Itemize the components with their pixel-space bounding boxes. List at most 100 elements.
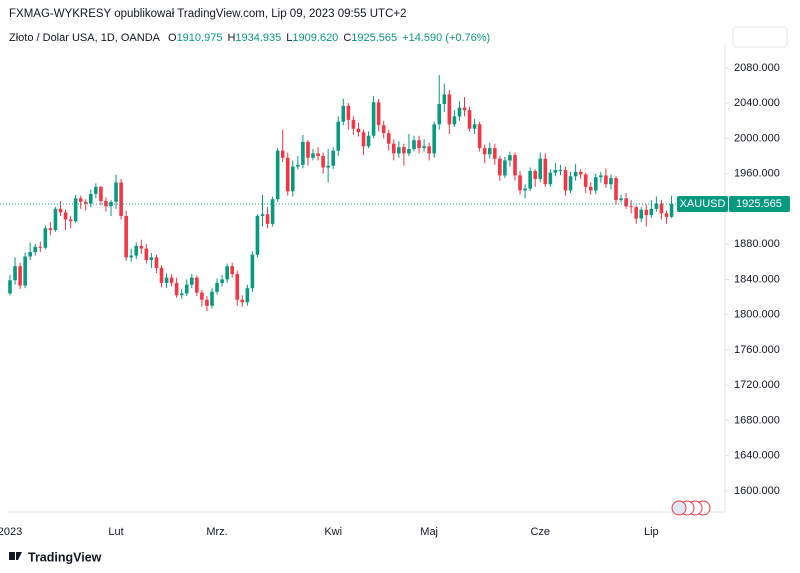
candle-body (508, 155, 512, 161)
candle-body (462, 107, 467, 111)
candle-body (119, 182, 123, 216)
candle-body (53, 208, 58, 231)
candle-body (73, 198, 78, 222)
candle-body (578, 171, 583, 175)
candle-body (225, 266, 229, 280)
candle-body (649, 208, 654, 216)
candle-body (346, 105, 351, 120)
candle-body (68, 219, 73, 222)
flag-icon (671, 500, 687, 516)
candle-body (558, 170, 563, 172)
candle-body (442, 94, 447, 105)
candle-body (58, 208, 63, 213)
candles (8, 74, 674, 312)
candle-body (311, 153, 315, 158)
price-tag (729, 195, 790, 212)
candle-body (639, 209, 644, 219)
candle-body (553, 170, 558, 173)
candle-body (215, 282, 219, 292)
candle-body (23, 256, 27, 286)
candle-body (250, 254, 255, 289)
candle-body (452, 116, 457, 125)
x-tick-label: Lip (644, 526, 659, 538)
candle-body (139, 245, 144, 249)
candle-body (164, 277, 169, 283)
y-tick-label: 1760.000 (734, 344, 780, 356)
candle-body (432, 124, 436, 154)
candle-body (523, 188, 527, 191)
candle-body (417, 140, 421, 149)
candle-body (573, 171, 578, 177)
candle-body (366, 135, 371, 147)
candle-body (361, 132, 366, 147)
candle-body (609, 178, 613, 185)
candle-body (159, 267, 164, 283)
candle-body (129, 255, 133, 258)
candle-body (285, 157, 290, 192)
candle-body (437, 104, 442, 125)
candle-body (669, 203, 674, 217)
candle-body (351, 119, 356, 129)
candle-body (326, 165, 330, 168)
candle-body (487, 148, 492, 155)
candle-body (654, 203, 659, 209)
candle-body (321, 156, 325, 168)
candle-body (533, 171, 537, 179)
y-tick-label: 1680.000 (734, 414, 780, 426)
candle-body (124, 215, 128, 258)
candle-body (83, 201, 88, 204)
candle-body (422, 146, 426, 149)
candle-body (179, 293, 184, 296)
candle-body (563, 170, 568, 191)
candle-body (316, 153, 320, 157)
news-flags (671, 500, 711, 516)
candle-body (634, 207, 638, 219)
candle-body (28, 252, 32, 257)
candle-body (594, 177, 598, 191)
y-tick-label: 1640.000 (734, 450, 780, 462)
ohlc-letter: H (227, 32, 235, 44)
candle-body (149, 257, 154, 260)
candle-body (99, 186, 103, 201)
candle-body (240, 299, 245, 303)
brand-logo: TradingView (9, 550, 102, 564)
logo-mark (16, 552, 22, 560)
y-tick-label: 1720.000 (734, 379, 780, 391)
candle-body (644, 209, 649, 216)
brand-name: TradingView (28, 550, 102, 564)
legend: Złoto / Dolar USA, 1D, OANDA O1910.975 H19… (9, 32, 490, 44)
publish-header: FXMAG-WYKRESY opublikował TradingView.co… (9, 8, 406, 20)
candle-body (583, 174, 588, 187)
ticker-label: XAUUSD (680, 198, 726, 210)
candle-body (13, 266, 17, 281)
candle-body (336, 121, 341, 151)
candle-body (341, 105, 346, 122)
x-tick-label: Mrz. (206, 526, 227, 538)
candle-body (291, 166, 295, 192)
candle-body (543, 158, 548, 185)
x-tick-label: Cze (530, 526, 550, 538)
y-tick-label: 1960.000 (734, 168, 780, 180)
ohlc-value: 1910.975 (177, 32, 223, 44)
candle-body (498, 158, 502, 176)
price-label: 1925.565 (736, 198, 782, 210)
candle-body (63, 212, 68, 220)
candle-body (548, 172, 553, 185)
y-tick-label: 2080.000 (734, 62, 780, 74)
candle-body (220, 279, 224, 283)
candle-body (301, 141, 305, 165)
candle-body (493, 148, 497, 159)
candle-body (205, 299, 209, 306)
candle-body (477, 124, 482, 149)
candle-body (94, 186, 98, 194)
change: +14.590 (+0.76%) (402, 32, 490, 44)
candle-body (144, 248, 149, 260)
candle-body (371, 102, 376, 136)
candle-body (78, 198, 83, 202)
candle-body (18, 266, 22, 286)
candle-body (614, 178, 618, 201)
candle-body (89, 193, 93, 204)
candle-body (33, 246, 38, 253)
y-tick-label: 1840.000 (734, 273, 780, 285)
candle-body (467, 110, 472, 129)
